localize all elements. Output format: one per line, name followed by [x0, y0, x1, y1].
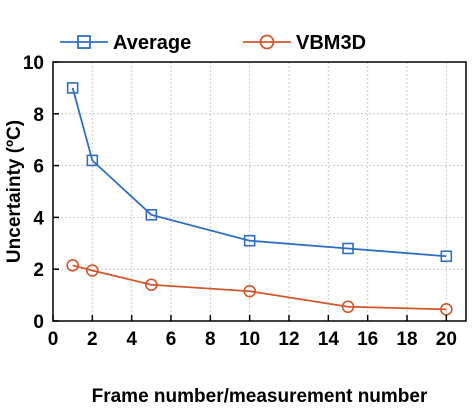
- series-layer: [66, 82, 453, 316]
- x-tick-label: 16: [357, 329, 378, 350]
- y-tick-label: 8: [33, 105, 44, 126]
- x-tick-label: 8: [205, 329, 216, 350]
- x-tick-label: 18: [396, 329, 417, 350]
- legend-marker: [77, 35, 91, 49]
- y-tick-label: 6: [33, 157, 44, 178]
- legend: Average VBM3D: [60, 32, 366, 54]
- series-line-vbm3d: [72, 264, 447, 311]
- data-point-vbm3d: [341, 300, 355, 314]
- data-point-vbm3d: [243, 284, 256, 298]
- y-tick-label: 10: [23, 53, 44, 74]
- data-point-vbm3d: [86, 264, 99, 277]
- data-point-vbm3d: [66, 259, 79, 272]
- x-axis-title: Frame number/measurement number: [92, 386, 428, 407]
- y-tick-label: 4: [33, 208, 44, 229]
- x-tick-label: 4: [126, 329, 137, 350]
- series-line-average: [71, 87, 447, 258]
- data-point-average: [145, 209, 158, 221]
- y-axis-title: Uncertainty (ºC): [4, 120, 25, 263]
- legend-marker: [259, 34, 275, 50]
- grid-lines: [52, 61, 466, 322]
- x-tick-label: 20: [436, 329, 457, 350]
- x-tick-label: 2: [87, 329, 98, 350]
- legend-label: Average: [113, 32, 191, 54]
- y-tick-label: 2: [33, 260, 44, 281]
- x-tick-label: 0: [48, 329, 59, 350]
- legend-label: VBM3D: [296, 32, 366, 54]
- data-point-average: [243, 234, 256, 247]
- plot-frame: [52, 61, 467, 322]
- data-point-vbm3d: [440, 303, 453, 316]
- data-point-average: [66, 82, 79, 94]
- y-axis: 0 2 4 6 8 10: [23, 53, 59, 333]
- x-tick-label: 6: [166, 329, 177, 350]
- y-tick-label: 0: [33, 312, 44, 333]
- data-point-average: [440, 250, 453, 263]
- legend-item-average: Average: [60, 32, 191, 54]
- data-point-vbm3d: [145, 278, 158, 292]
- x-tick-label: 14: [318, 329, 340, 350]
- x-tick-label: 10: [239, 329, 260, 350]
- x-tick-label: 12: [278, 329, 299, 350]
- data-point-average: [86, 154, 99, 167]
- legend-item-vbm3d: VBM3D: [243, 32, 366, 54]
- x-axis: 0 2 4 6 8 10 12 14 16 18 20: [48, 315, 457, 350]
- data-point-average: [342, 242, 354, 255]
